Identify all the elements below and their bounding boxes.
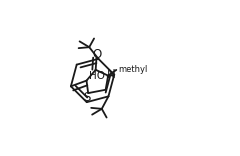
Text: S: S xyxy=(84,91,91,104)
Text: HO: HO xyxy=(89,71,105,81)
Text: O: O xyxy=(92,48,102,61)
Text: methyl: methyl xyxy=(118,65,147,74)
Text: N: N xyxy=(106,68,115,81)
